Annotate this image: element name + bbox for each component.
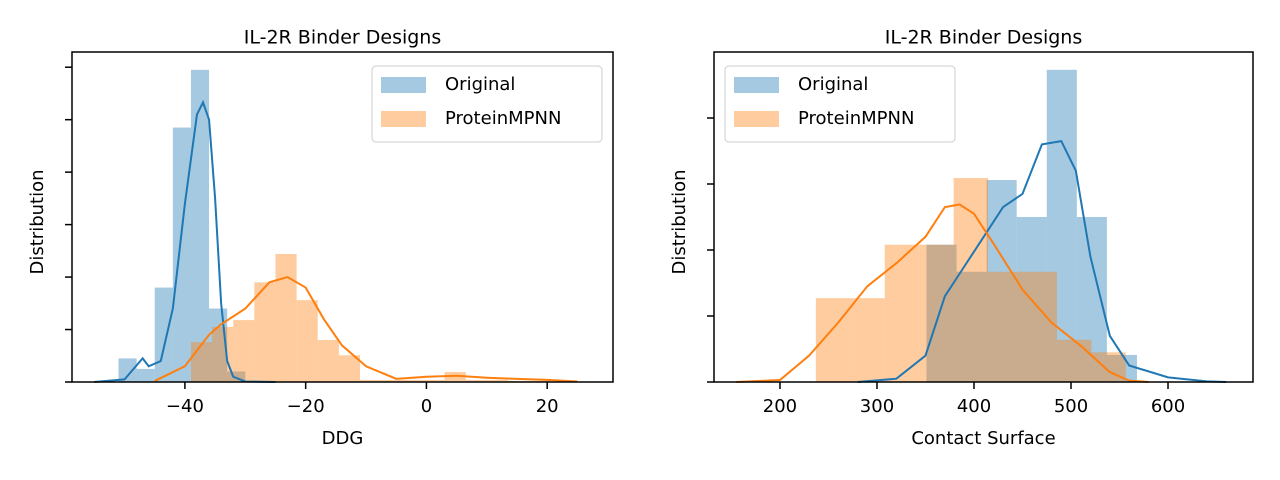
x-axis-label: DDG <box>322 428 364 449</box>
histogram-bar <box>190 69 210 383</box>
histogram-bar <box>154 287 173 382</box>
x-tick-label: 300 <box>860 396 894 417</box>
plot-area <box>736 69 1227 383</box>
x-tick-label: 200 <box>763 396 797 417</box>
kde-line <box>94 99 276 383</box>
legend: Original ProteinMPNN <box>724 65 956 143</box>
histogram-bar <box>1056 339 1092 382</box>
x-tick-label: 20 <box>536 396 559 417</box>
x-tick-label: 600 <box>1151 396 1185 417</box>
legend-frame <box>371 65 603 143</box>
x-tick-label: 400 <box>957 396 991 417</box>
histogram-bar <box>986 180 1017 382</box>
y-axis-label: Distribution <box>669 169 690 274</box>
legend-swatch <box>734 111 779 127</box>
axes-frame <box>71 51 614 383</box>
kde-line <box>857 139 1227 383</box>
kde-line <box>736 203 1149 383</box>
kde-line <box>154 275 578 383</box>
chart-title: IL-2R Binder Designs <box>885 27 1083 49</box>
histogram-bar <box>381 379 403 382</box>
histogram-bar <box>926 244 957 382</box>
legend-frame <box>724 65 956 143</box>
histogram-bar <box>360 379 382 382</box>
histogram-bar <box>254 282 276 382</box>
histogram-bar <box>884 244 920 382</box>
histogram-bar <box>953 178 989 382</box>
histogram-bar <box>444 372 466 382</box>
x-axis-label: Contact Surface <box>911 428 1055 449</box>
legend-swatch <box>381 77 426 93</box>
histogram-bar <box>317 340 339 382</box>
x-tick-label: 0 <box>421 396 432 417</box>
x-tick-label: 500 <box>1054 396 1088 417</box>
histogram-bar <box>850 298 885 382</box>
histogram-bar <box>136 368 155 382</box>
histogram-bar <box>423 379 445 382</box>
legend-swatch <box>734 77 779 93</box>
histogram-bar <box>227 371 246 382</box>
histogram-bar <box>465 379 487 382</box>
plot-area <box>94 69 578 383</box>
x-tick-label: −40 <box>166 396 204 417</box>
histogram-bar <box>212 326 234 382</box>
legend: Original ProteinMPNN <box>371 65 603 143</box>
legend-label: ProteinMPNN <box>445 108 561 129</box>
y-axis-label: Distribution <box>27 169 48 274</box>
histogram-bar <box>402 379 424 382</box>
legend-label: Original <box>798 74 868 95</box>
histogram-bar <box>919 244 954 382</box>
histogram-bar <box>296 300 318 382</box>
histogram-bar <box>956 271 987 382</box>
x-tick-label: −20 <box>287 396 325 417</box>
histogram-bar <box>118 358 137 382</box>
histogram-bar <box>275 253 297 382</box>
histogram-bar <box>815 298 851 382</box>
histogram-bar <box>486 379 508 382</box>
histogram-bar <box>233 320 255 382</box>
histogram-bar <box>1022 271 1057 382</box>
histogram-bar <box>190 342 213 382</box>
histogram-bar <box>338 355 361 382</box>
chart-title: IL-2R Binder Designs <box>244 27 442 49</box>
legend-swatch <box>381 111 426 127</box>
legend-label: ProteinMPNN <box>798 108 914 129</box>
histogram-bar <box>988 271 1023 382</box>
histogram-bar <box>172 127 191 382</box>
axes-frame <box>713 51 1254 383</box>
legend-label: Original <box>445 74 515 95</box>
